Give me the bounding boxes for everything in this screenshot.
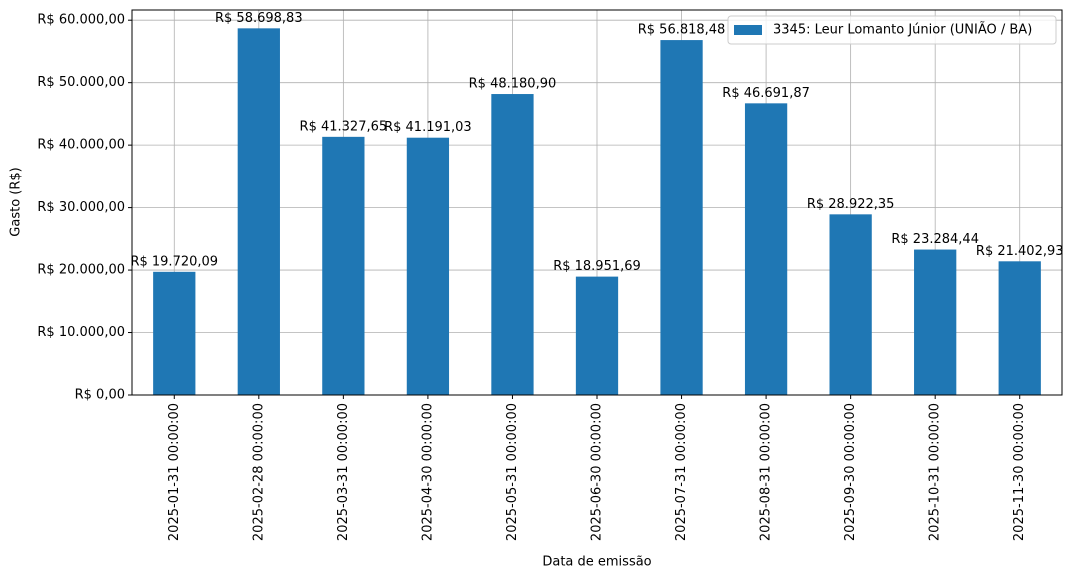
legend-swatch	[734, 25, 762, 35]
value-label: R$ 18.951,69	[553, 259, 641, 274]
value-label: R$ 28.922,35	[807, 197, 895, 212]
value-label: R$ 21.402,93	[976, 244, 1064, 259]
legend	[727, 15, 1057, 45]
x-tick-label: 2025-07-31 00:00:00	[674, 403, 689, 541]
value-label: R$ 58.698,83	[215, 11, 303, 26]
value-label: R$ 19.720,09	[130, 254, 218, 269]
y-tick-label: R$ 30.000,00	[37, 200, 125, 215]
legend-label: 3345: Leur Lomanto Júnior (UNIÃO / BA)	[773, 22, 1032, 38]
x-tick-label: 2025-04-30 00:00:00	[420, 403, 435, 541]
x-tick-label: 2025-01-31 00:00:00	[167, 403, 182, 541]
value-label: R$ 23.284,44	[891, 232, 979, 247]
bar	[491, 94, 534, 396]
x-tick-label: 2025-05-31 00:00:00	[505, 403, 520, 541]
x-axis-label: Data de emissão	[542, 555, 651, 570]
value-label: R$ 46.691,87	[722, 86, 810, 101]
value-label: R$ 48.180,90	[469, 77, 557, 92]
bar	[914, 249, 957, 395]
bar	[575, 276, 619, 395]
bar	[237, 28, 280, 396]
axes-frame	[131, 9, 1063, 396]
y-tick-label: R$ 0,00	[75, 388, 125, 403]
bar	[998, 261, 1041, 395]
x-tick-label: 2025-02-28 00:00:00	[251, 403, 266, 541]
value-label: R$ 41.327,65	[300, 119, 388, 134]
y-tick-label: R$ 50.000,00	[37, 75, 125, 90]
y-tick-label: R$ 10.000,00	[37, 325, 125, 340]
bar	[744, 103, 788, 396]
y-tick-label: R$ 40.000,00	[37, 138, 125, 153]
bar	[153, 271, 196, 395]
bar	[322, 136, 365, 395]
value-label: R$ 56.818,48	[638, 23, 726, 38]
x-tick-label: 2025-10-31 00:00:00	[928, 403, 943, 541]
value-label: R$ 41.191,03	[384, 120, 472, 135]
y-tick-label: R$ 20.000,00	[37, 263, 125, 278]
bar	[660, 40, 703, 395]
bar	[829, 214, 872, 395]
x-tick-label: 2025-06-30 00:00:00	[590, 403, 605, 541]
y-tick-label: R$ 60.000,00	[37, 13, 125, 28]
x-tick-label: 2025-11-30 00:00:00	[1012, 403, 1027, 541]
x-tick-label: 2025-09-30 00:00:00	[843, 403, 858, 541]
y-axis-label: Gasto (R$)	[9, 167, 24, 236]
x-tick-label: 2025-08-31 00:00:00	[759, 403, 774, 541]
x-tick-label: 2025-03-31 00:00:00	[336, 403, 351, 541]
bar	[406, 137, 450, 395]
